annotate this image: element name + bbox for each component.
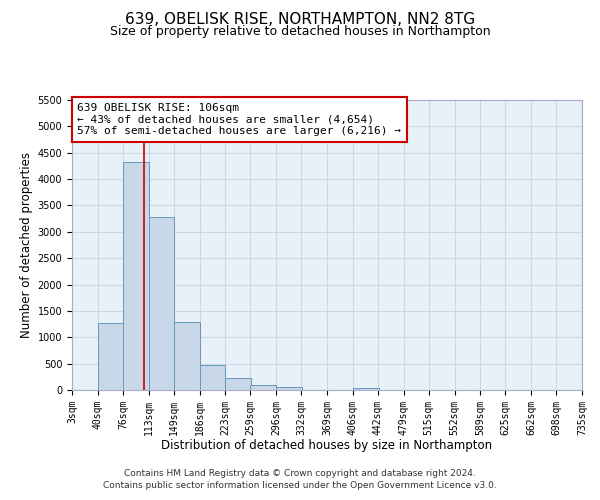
Text: Contains public sector information licensed under the Open Government Licence v3: Contains public sector information licen… bbox=[103, 480, 497, 490]
Bar bbox=[199, 364, 225, 390]
Text: Contains HM Land Registry data © Crown copyright and database right 2024.: Contains HM Land Registry data © Crown c… bbox=[124, 470, 476, 478]
Text: 639, OBELISK RISE, NORTHAMPTON, NN2 8TG: 639, OBELISK RISE, NORTHAMPTON, NN2 8TG bbox=[125, 12, 475, 28]
X-axis label: Distribution of detached houses by size in Northampton: Distribution of detached houses by size … bbox=[161, 439, 493, 452]
Bar bbox=[123, 162, 149, 390]
Bar bbox=[250, 386, 276, 390]
Text: 639 OBELISK RISE: 106sqm
← 43% of detached houses are smaller (4,654)
57% of sem: 639 OBELISK RISE: 106sqm ← 43% of detach… bbox=[77, 103, 401, 136]
Bar bbox=[174, 322, 199, 390]
Y-axis label: Number of detached properties: Number of detached properties bbox=[20, 152, 34, 338]
Bar bbox=[149, 216, 175, 390]
Bar bbox=[353, 388, 379, 390]
Bar bbox=[225, 378, 251, 390]
Text: Size of property relative to detached houses in Northampton: Size of property relative to detached ho… bbox=[110, 25, 490, 38]
Bar bbox=[276, 388, 302, 390]
Bar bbox=[98, 323, 124, 390]
